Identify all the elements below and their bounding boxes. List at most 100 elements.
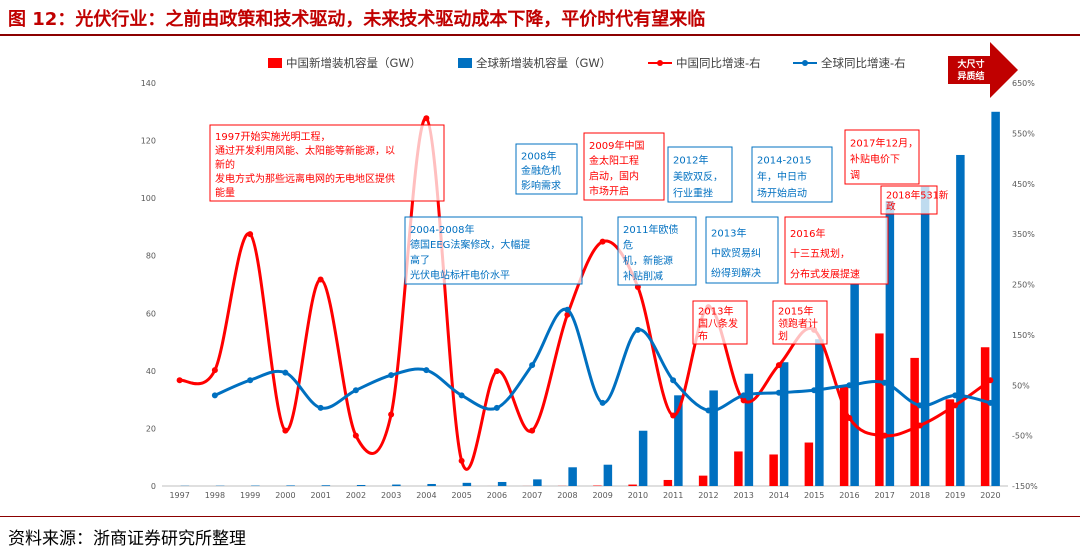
series-point — [916, 422, 923, 429]
annotation-box — [772, 300, 828, 345]
bar — [568, 467, 577, 486]
y-right-tick-label: -150% — [1012, 482, 1038, 491]
series-point — [282, 369, 289, 376]
annotation-text: 2017年12月， — [850, 136, 918, 149]
bar — [991, 111, 1000, 487]
bar — [839, 386, 849, 486]
bar — [628, 484, 637, 486]
series-point — [458, 457, 465, 464]
y-tick-label: 100 — [141, 194, 156, 203]
y-right-tick-label: 350% — [1012, 230, 1035, 239]
series-point — [317, 276, 324, 283]
series-point — [952, 402, 959, 409]
bar — [356, 484, 366, 486]
x-tick-label: 2003 — [381, 491, 401, 500]
annotation-text: 通过开发利用风能、太阳能等新能源，以 — [215, 144, 395, 157]
bar — [603, 464, 613, 486]
annotation-text: 光伏电站标杆电价水平 — [410, 269, 510, 282]
arrow-text: 大尺寸 — [957, 58, 984, 70]
bar — [815, 339, 824, 486]
series-point — [846, 382, 853, 389]
annotation-text: 调 — [850, 169, 860, 181]
series-point — [670, 412, 677, 419]
bar — [779, 362, 789, 486]
annotation-box — [515, 143, 578, 195]
x-tick-label: 2020 — [980, 491, 1000, 500]
series-point — [529, 362, 536, 369]
annotation-text: 危 — [623, 240, 633, 252]
series-point — [634, 326, 641, 333]
bar — [533, 479, 542, 486]
x-tick-label: 2019 — [945, 491, 965, 500]
series-point — [493, 404, 500, 411]
source-note: 资料来源：浙商证券研究所整理 — [8, 529, 246, 549]
annotation-text: 补贴电价下 — [850, 152, 900, 165]
series-point — [881, 432, 888, 439]
series-point — [987, 399, 994, 406]
x-tick-label: 2015 — [804, 491, 824, 500]
series-point — [282, 427, 289, 434]
x-tick-label: 2010 — [628, 491, 648, 500]
annotation-text: 美欧双反， — [673, 170, 723, 183]
series-point — [247, 231, 254, 238]
annotation-text: 影响需求 — [521, 179, 561, 192]
series-point — [352, 432, 359, 439]
bar — [945, 399, 955, 486]
series-point — [247, 377, 254, 384]
annotation-text: 纷得到解决 — [711, 267, 761, 280]
annotation-text: 2015年 — [778, 305, 813, 318]
annotation-text: 场开始启动 — [757, 186, 807, 199]
y-tick-label: 0 — [151, 482, 156, 491]
series-point — [458, 392, 465, 399]
x-tick-label: 2014 — [769, 491, 789, 500]
bar — [804, 442, 814, 486]
annotation-text: 2013年 — [698, 305, 733, 318]
arrow-text: 异质结 — [957, 70, 984, 82]
series-point — [211, 392, 218, 399]
bar — [980, 347, 990, 486]
series-point — [775, 362, 782, 369]
series-point — [881, 379, 888, 386]
series-point — [916, 402, 923, 409]
title-rule — [0, 34, 1080, 36]
bar — [497, 481, 507, 486]
annotation-text: 2004-2008年 — [410, 223, 475, 236]
series-point — [176, 377, 183, 384]
x-tick-label: 2016 — [839, 491, 859, 500]
legend-swatch — [458, 58, 472, 68]
series-point — [670, 377, 677, 384]
series-point — [529, 427, 536, 434]
series-point — [388, 372, 395, 379]
x-tick-label: 2004 — [416, 491, 436, 500]
x-tick-label: 2005 — [451, 491, 471, 500]
annotation-text: 补贴削减 — [623, 270, 663, 283]
x-tick-label: 2008 — [557, 491, 577, 500]
figure-title: 图 12：光伏行业：之前由政策和技术驱动，未来技术驱动成本下降，平价时代有望来临 — [8, 9, 706, 30]
legend-swatch — [657, 60, 663, 66]
annotation-box — [209, 124, 445, 202]
annotation-text: 1997开始实施光明工程， — [215, 130, 330, 143]
series-point — [705, 407, 712, 414]
series-point — [599, 399, 606, 406]
bar — [674, 395, 683, 486]
annotation-text: 2011年欧债 — [623, 223, 678, 236]
y-tick-label: 120 — [141, 137, 156, 146]
annotation-box — [667, 146, 733, 203]
y-right-tick-label: 650% — [1012, 79, 1035, 88]
arrow-shape — [948, 42, 1018, 98]
x-tick-label: 2006 — [487, 491, 507, 500]
x-tick-label: 2001 — [310, 491, 330, 500]
annotation-text: 划 — [778, 329, 788, 342]
bar — [427, 483, 436, 486]
x-tick-label: 2012 — [698, 491, 718, 500]
source-rule — [0, 516, 1080, 517]
annotations: 1997开始实施光明工程，通过开发利用风能、太阳能等新能源，以新的发电方式为那些… — [209, 42, 1018, 345]
annotation-text: 十三五规划， — [790, 247, 850, 260]
x-tick-label: 1997 — [169, 491, 189, 500]
annotation-box — [880, 185, 938, 215]
annotation-text: 2013年 — [711, 227, 746, 240]
annotation-box — [404, 216, 583, 285]
bar — [734, 451, 743, 486]
y-right-tick-label: 150% — [1012, 331, 1035, 340]
series-line — [214, 307, 991, 413]
